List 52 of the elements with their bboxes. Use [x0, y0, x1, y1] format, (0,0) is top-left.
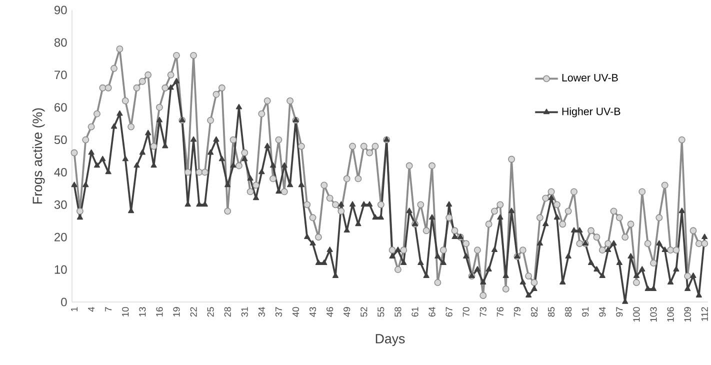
x-tick-label: 46 [326, 307, 334, 317]
x-axis-title: Days [376, 334, 405, 346]
x-tick-label: 76 [496, 307, 504, 317]
x-tick-label: 7 [105, 307, 112, 312]
x-tick-label: 43 [309, 307, 316, 317]
x-tick-label: 100 [633, 307, 640, 322]
y-tick-label: 30 [54, 200, 67, 209]
x-tick-label: 106 [667, 307, 674, 322]
x-tick-label: 1 [71, 307, 78, 312]
x-tick-label: 91 [582, 307, 589, 317]
x-tick-label: 82 [530, 307, 538, 317]
y-tick-label: 40 [54, 168, 67, 176]
y-tick-label: 80 [54, 38, 67, 47]
y-tick-label: 60 [54, 103, 67, 112]
x-tick-label: 37 [275, 307, 282, 317]
x-tick-label: 85 [548, 307, 555, 317]
y-tick-label: 90 [54, 6, 67, 14]
x-tick-label: 49 [344, 307, 350, 317]
x-tick-label: 70 [462, 307, 470, 317]
x-tick-label: 28 [224, 307, 231, 317]
x-tick-label: 88 [565, 307, 572, 317]
y-axis-title: Frogs active (%) [32, 108, 45, 204]
x-tick-label: 34 [258, 306, 265, 317]
legend-label: Lower UV-B [562, 74, 618, 82]
y-tick-label: 20 [54, 232, 67, 242]
x-tick-label: 109 [684, 307, 691, 322]
x-tick-label: 25 [207, 307, 214, 317]
x-tick-label: 52 [360, 307, 368, 317]
x-tick-label: 61 [412, 307, 418, 317]
x-tick-label: 112 [701, 307, 708, 321]
x-tick-label: 40 [292, 307, 300, 317]
x-tick-label: 55 [378, 307, 384, 317]
y-tick-label: 10 [54, 265, 67, 274]
x-tick-label: 73 [480, 307, 486, 317]
x-tick-label: 67 [446, 307, 452, 317]
x-tick-label: 64 [428, 306, 436, 317]
x-tick-label: 4 [88, 306, 95, 312]
y-tick-label: 50 [54, 136, 67, 144]
x-tick-label: 22 [190, 307, 197, 317]
x-tick-label: 16 [156, 307, 163, 316]
x-tick-label: 19 [173, 307, 180, 316]
y-tick-label: 70 [54, 70, 67, 80]
x-tick-label: 31 [241, 307, 248, 317]
x-tick-label: 94 [599, 306, 606, 317]
x-tick-label: 97 [616, 307, 623, 317]
x-tick-label: 79 [514, 307, 520, 317]
legend-label: Higher UV-B [562, 107, 620, 118]
x-tick-label: 13 [139, 307, 146, 316]
x-tick-label: 103 [650, 307, 657, 322]
x-tick-label: 10 [122, 307, 129, 316]
x-tick-label: 58 [394, 307, 402, 317]
y-tick-label: 0 [61, 298, 67, 306]
